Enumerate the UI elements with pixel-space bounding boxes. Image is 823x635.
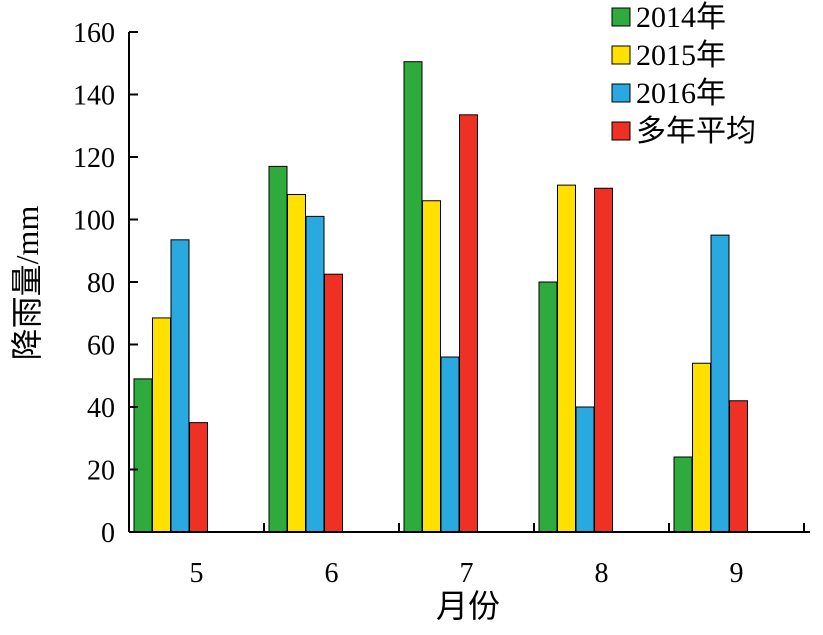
x-ticks: 5 6 7 8 9 [128,523,805,589]
bar [403,61,423,533]
y-tick-label: 140 [73,81,115,112]
bar [189,422,208,533]
bar [170,239,190,533]
bar [557,184,576,533]
legend-swatch [611,45,631,65]
legend-label: 2015年 [636,39,726,72]
x-axis-title: 月份 [436,588,500,624]
legend-swatch [611,121,631,141]
y-tick-label: 60 [87,331,115,362]
bar [422,200,441,533]
x-tick-label: 8 [595,558,609,589]
y-tick-label: 120 [73,143,115,174]
bar [152,317,171,533]
x-tick-label: 9 [730,558,744,589]
legend-label: 2016年 [636,77,726,110]
bar [594,187,613,533]
y-tick-label: 40 [87,393,115,424]
bar [268,165,288,533]
x-tick-label: 6 [325,558,339,589]
x-tick-label: 5 [190,558,204,589]
bar [729,400,748,533]
y-tick-label: 80 [87,268,115,299]
bar [538,281,558,533]
y-tick-label: 20 [87,456,115,487]
bars-group [133,61,748,533]
bar [692,362,711,533]
x-tick-label: 7 [460,558,474,589]
bar [673,456,693,533]
bar [440,356,460,533]
y-axis-title: 降雨量/mm [9,206,45,361]
bar [710,234,730,533]
bar [459,114,478,533]
y-ticks: 0 20 40 60 80 100 120 140 160 [73,18,138,549]
legend-label: 多年平均 [636,115,756,148]
bar [324,273,343,533]
y-tick-label: 0 [101,518,115,549]
axes-group: 0 20 40 60 80 100 120 140 160 5 6 7 8 9 [73,18,810,589]
legend-label: 2014年 [636,1,726,34]
legend-swatch [611,7,631,27]
y-tick-label: 100 [73,206,115,237]
bar [575,406,595,533]
y-tick-label: 160 [73,18,115,49]
bar [305,215,325,533]
bar [287,194,306,533]
legend-swatch [611,83,631,103]
bar [133,378,153,533]
